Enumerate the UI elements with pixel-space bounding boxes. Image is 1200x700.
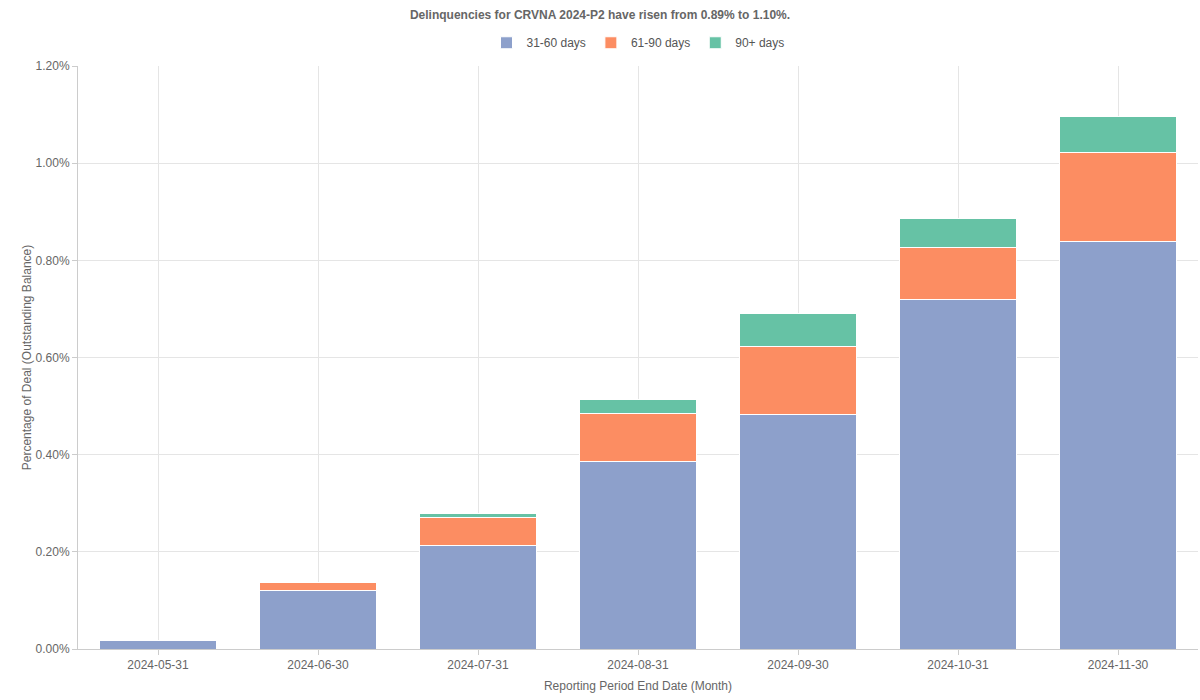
svg-text:2024-10-31: 2024-10-31: [927, 658, 989, 672]
svg-text:1.20%: 1.20%: [36, 59, 70, 73]
svg-text:2024-05-31: 2024-05-31: [127, 658, 189, 672]
svg-text:0.40%: 0.40%: [36, 448, 70, 462]
svg-text:1.00%: 1.00%: [36, 156, 70, 170]
svg-text:0.80%: 0.80%: [36, 254, 70, 268]
svg-text:90+ days: 90+ days: [735, 36, 784, 50]
svg-text:2024-09-30: 2024-09-30: [767, 658, 829, 672]
svg-text:2024-07-31: 2024-07-31: [447, 658, 509, 672]
svg-text:Percentage of Deal (Outstandin: Percentage of Deal (Outstanding Balance): [20, 245, 34, 470]
svg-text:0.00%: 0.00%: [36, 642, 70, 656]
svg-text:2024-11-30: 2024-11-30: [1088, 658, 1149, 672]
svg-text:Delinquencies for CRVNA 2024-P: Delinquencies for CRVNA 2024-P2 have ris…: [410, 8, 790, 22]
svg-text:2024-06-30: 2024-06-30: [287, 658, 349, 672]
svg-text:2024-08-31: 2024-08-31: [607, 658, 669, 672]
svg-text:Reporting Period End Date (Mon: Reporting Period End Date (Month): [544, 679, 732, 693]
svg-text:61-90 days: 61-90 days: [631, 36, 690, 50]
svg-text:0.60%: 0.60%: [36, 351, 70, 365]
svg-text:31-60 days: 31-60 days: [527, 36, 586, 50]
svg-text:0.20%: 0.20%: [36, 545, 70, 559]
